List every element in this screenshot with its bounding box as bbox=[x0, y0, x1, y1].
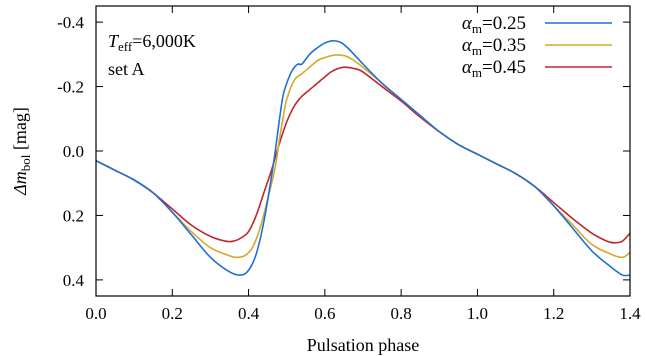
y-axis-label-symbol: Δm bbox=[10, 171, 30, 196]
x-tick-label: 1.0 bbox=[467, 304, 488, 323]
x-tick-label: 0.0 bbox=[85, 304, 106, 323]
x-axis-label: Pulsation phase bbox=[307, 335, 420, 355]
set-annotation: set A bbox=[108, 59, 145, 79]
legend-label-1: αm=0.35 bbox=[462, 35, 526, 58]
x-tick-label: 1.4 bbox=[619, 304, 641, 323]
y-tick-label: 0.4 bbox=[63, 271, 85, 290]
x-tick-label: 0.4 bbox=[238, 304, 260, 323]
plot-lines bbox=[95, 39, 631, 277]
teff-sub: eff bbox=[118, 39, 133, 54]
legend-label-0: αm=0.25 bbox=[462, 13, 526, 36]
x-tick-label: 0.2 bbox=[162, 304, 183, 323]
legend-label-2: αm=0.45 bbox=[462, 57, 526, 80]
y-tick-label: -0.4 bbox=[57, 13, 84, 32]
series-line-1 bbox=[95, 54, 631, 259]
y-tick-label: 0.2 bbox=[63, 206, 84, 225]
teff-symbol: T bbox=[108, 31, 120, 51]
teff-annotation: Teff=6,000K bbox=[108, 31, 196, 54]
axis-ticks: 0.0 0.2 0.4 0.6 0.8 1.0 1.2 1.4 -0.4 -0.2 0.0 0.2 0.… bbox=[57, 6, 641, 323]
y-axis-label-unit: [mag] bbox=[10, 107, 30, 154]
y-axis-label-sub: bol bbox=[18, 154, 33, 171]
x-tick-label: 1.2 bbox=[543, 304, 564, 323]
x-tick-label: 0.6 bbox=[314, 304, 335, 323]
x-tick-label: 0.8 bbox=[391, 304, 412, 323]
y-tick-label: 0.0 bbox=[63, 142, 84, 161]
y-axis-label: Δmbol [mag] bbox=[10, 107, 33, 196]
series-line-0 bbox=[95, 39, 631, 277]
teff-value: =6,000K bbox=[132, 31, 196, 51]
y-tick-label: -0.2 bbox=[57, 78, 84, 97]
